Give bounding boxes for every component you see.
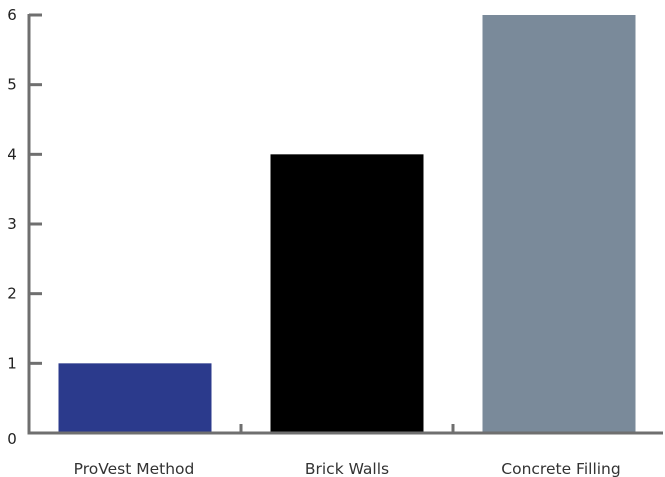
bar-concrete-filling bbox=[482, 15, 636, 433]
y-tick-label: 2 bbox=[7, 285, 17, 303]
x-tick-label: ProVest Method bbox=[74, 460, 195, 477]
bar-provest-method bbox=[58, 363, 212, 433]
bar-brick-walls bbox=[270, 154, 424, 434]
y-tick-label: 6 bbox=[7, 6, 17, 24]
y-tick-label: 1 bbox=[7, 354, 17, 372]
y-tick-label: 3 bbox=[7, 215, 17, 233]
x-tick-label: Concrete Filling bbox=[501, 460, 620, 477]
x-labels-group: ProVest Method Brick Walls Concrete Fillin… bbox=[74, 460, 621, 477]
y-tick-label: 4 bbox=[7, 145, 17, 163]
x-tick-label: Brick Walls bbox=[305, 460, 389, 477]
bars-group bbox=[58, 15, 636, 434]
y-ticks-group: 0 1 2 3 4 5 6 bbox=[7, 6, 42, 448]
y-tick-label: 5 bbox=[7, 76, 17, 94]
y-tick-label: 0 bbox=[7, 430, 17, 448]
